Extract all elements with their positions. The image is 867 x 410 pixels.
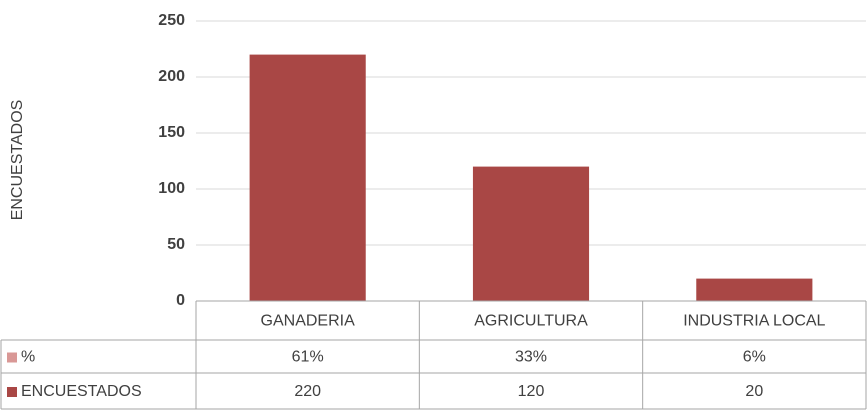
- y-tick-label: 50: [167, 236, 185, 253]
- y-tick-label: 200: [158, 68, 185, 85]
- bar: [696, 278, 813, 301]
- table-value: 20: [745, 383, 763, 400]
- table-value: 61%: [292, 349, 324, 366]
- y-tick-label: 250: [158, 12, 185, 29]
- x-tick-label: AGRICULTURA: [474, 313, 588, 330]
- table-value: 220: [294, 383, 321, 400]
- legend-swatch: [7, 387, 17, 397]
- x-tick-label: GANADERIA: [261, 313, 356, 330]
- bar: [249, 54, 366, 301]
- y-tick-label: 150: [158, 124, 185, 141]
- y-axis-label: ENCUESTADOS: [9, 100, 26, 221]
- table-value: 120: [518, 383, 545, 400]
- table-value: 33%: [515, 349, 547, 366]
- legend-swatch: [7, 352, 17, 363]
- legend-label: ENCUESTADOS: [21, 383, 142, 400]
- table-value: 6%: [743, 349, 766, 366]
- x-tick-label: INDUSTRIA LOCAL: [683, 313, 825, 330]
- bar: [472, 166, 590, 301]
- legend-label: %: [21, 349, 35, 366]
- y-tick-label: 0: [176, 292, 185, 309]
- y-tick-label: 100: [158, 180, 185, 197]
